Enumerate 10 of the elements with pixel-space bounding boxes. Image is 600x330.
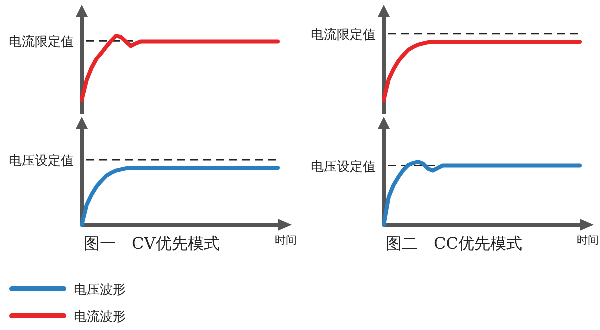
legend-label: 电压波形 (74, 283, 126, 298)
x-axis-title: 时间 (577, 234, 599, 247)
text: 图二 CC优先模式 (386, 234, 522, 253)
ref-line-label: 电压设定值 (9, 154, 74, 170)
ref-line-label: 电压设定值 (311, 160, 376, 175)
legend-label: 电流波形 (74, 309, 126, 325)
ref-line-label: 电流限定值 (9, 34, 74, 50)
x-axis-title: 时间 (275, 234, 297, 247)
text: 图一 CV优先模式 (84, 234, 220, 253)
ref-line-label: 电流限定值 (311, 26, 376, 43)
